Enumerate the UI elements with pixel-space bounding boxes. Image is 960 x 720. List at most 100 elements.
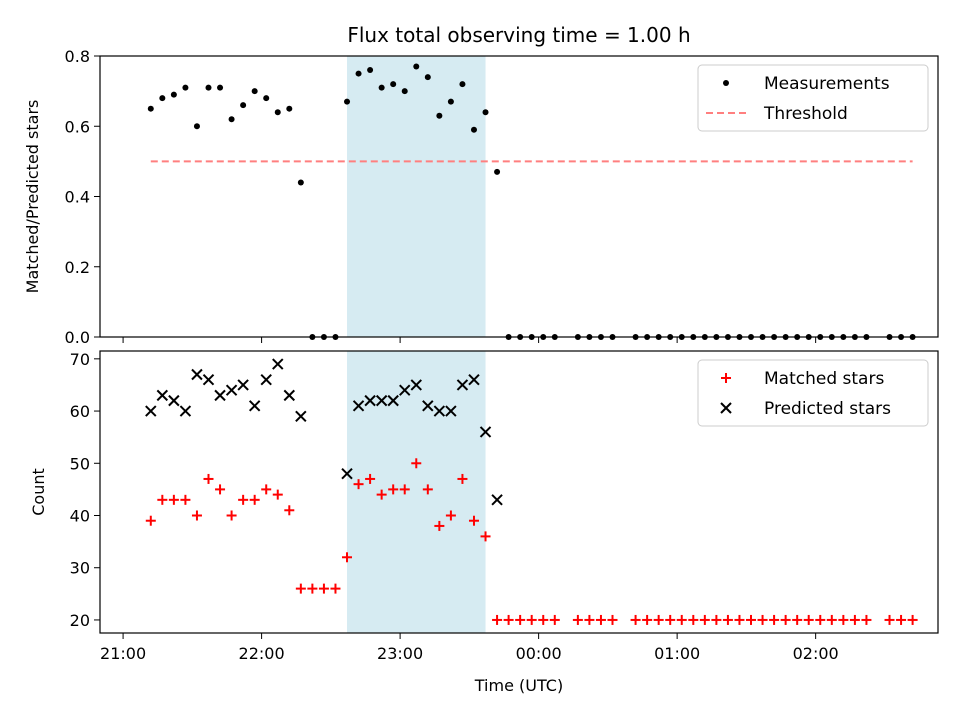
matched-point <box>284 505 295 516</box>
predicted-point <box>283 389 296 402</box>
matched-point <box>607 614 618 625</box>
predicted-point <box>202 374 215 386</box>
matched-point <box>757 614 768 625</box>
measurement-point <box>205 84 212 91</box>
measurement-point <box>424 74 431 81</box>
matched-point <box>722 614 733 625</box>
predicted-point <box>375 394 388 407</box>
count-panel-marks <box>145 358 918 625</box>
predicted-point <box>410 379 422 391</box>
measurement-point <box>240 102 247 109</box>
measurement-point <box>413 63 420 70</box>
measurement-point <box>297 179 304 186</box>
matched-point <box>203 473 214 484</box>
legend-marker <box>721 373 731 383</box>
legend-label: Matched stars <box>764 369 884 389</box>
predicted-point <box>364 394 376 407</box>
matched-point <box>480 531 491 542</box>
matched-point <box>630 614 641 625</box>
matched-point <box>780 614 791 625</box>
x-tick-label: 21:00 <box>100 644 146 663</box>
matched-point <box>815 614 826 625</box>
matched-point <box>238 494 249 505</box>
matched-point <box>249 494 260 505</box>
matched-point <box>653 614 664 625</box>
matched-point <box>595 614 606 625</box>
matched-point <box>665 614 676 625</box>
predicted-point <box>145 405 157 417</box>
y-tick-label: 70 <box>70 350 90 369</box>
ratio-panel-legend: Measurements Threshold <box>697 64 929 132</box>
matched-point <box>746 614 757 625</box>
matched-point <box>861 614 872 625</box>
measurement-point <box>436 112 443 119</box>
measurement-point <box>228 116 235 123</box>
measurement-point <box>251 88 258 95</box>
predicted-point <box>191 368 203 381</box>
count-panel-frame <box>99 350 939 634</box>
matched-point <box>168 494 179 505</box>
matched-point <box>180 494 191 505</box>
matched-point <box>907 614 918 625</box>
matched-point <box>642 614 653 625</box>
predicted-point <box>225 384 238 396</box>
measurement-point <box>147 105 154 112</box>
matched-point <box>584 614 595 625</box>
matched-point <box>411 458 422 469</box>
predicted-point <box>387 394 399 407</box>
matched-point <box>295 583 306 594</box>
count-panel: 21:00 22:00 23:00 00:00 01:00 02:00 20 30 40 50 6… <box>29 350 939 663</box>
measurement-point <box>286 105 293 112</box>
predicted-point <box>468 374 480 386</box>
measurement-point <box>263 95 270 102</box>
legend-box <box>697 359 929 427</box>
measurement-point <box>459 81 466 88</box>
y-tick-label: 0.4 <box>65 188 90 207</box>
ratio-panel-ylabel: Matched/Predicted stars <box>23 100 42 294</box>
matched-point <box>792 614 803 625</box>
measurement-point <box>378 84 385 91</box>
matched-point <box>803 614 814 625</box>
predicted-point <box>479 426 492 438</box>
matched-point <box>376 489 387 500</box>
matched-point <box>734 614 745 625</box>
matched-point <box>468 515 479 526</box>
legend-label: Threshold <box>763 104 848 124</box>
y-tick-label: 40 <box>70 507 90 526</box>
count-panel-ylabel: Count <box>29 468 48 516</box>
matched-point <box>769 614 780 625</box>
measurement-point <box>193 123 200 130</box>
matched-point <box>157 494 168 505</box>
measurement-point <box>447 98 454 105</box>
predicted-point <box>272 358 284 370</box>
x-tick-label: 01:00 <box>654 644 700 663</box>
chart-title: Flux total observing time = 1.00 h <box>347 23 690 47</box>
matched-point <box>399 484 410 495</box>
matched-point <box>445 510 456 521</box>
ratio-panel-y-ticks: 0.0 0.2 0.4 0.6 0.8 <box>65 47 100 347</box>
matched-point <box>307 583 318 594</box>
measurement-point <box>401 88 408 95</box>
predicted-point <box>399 384 411 396</box>
predicted-point <box>237 379 249 391</box>
matched-point <box>699 614 710 625</box>
y-tick-label: 60 <box>70 402 90 421</box>
predicted-point <box>491 494 503 506</box>
ratio-panel-span <box>347 56 486 337</box>
predicted-point <box>433 405 446 417</box>
predicted-point <box>422 400 434 412</box>
predicted-point <box>179 405 192 417</box>
matched-point <box>457 473 468 484</box>
matched-point <box>342 552 353 563</box>
legend-label: Measurements <box>764 74 890 94</box>
x-tick-label: 00:00 <box>516 644 562 663</box>
predicted-point <box>341 468 353 480</box>
predicted-point <box>248 400 261 412</box>
matched-point <box>215 484 226 495</box>
measurement-point <box>170 91 177 98</box>
measurement-point <box>182 84 189 91</box>
x-tick-label: 22:00 <box>239 644 285 663</box>
matched-point <box>538 614 549 625</box>
matched-point <box>226 510 237 521</box>
